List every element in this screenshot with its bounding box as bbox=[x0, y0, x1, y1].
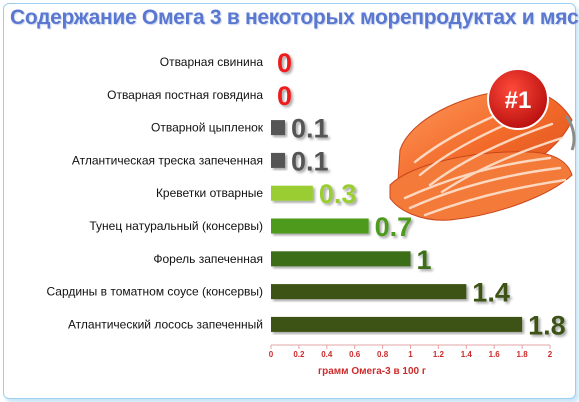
category-label: Сардины в томатном соусе (консервы) bbox=[46, 285, 263, 299]
category-label: Тунец натуральный (консервы) bbox=[89, 219, 263, 233]
category-label: Атлантический лосось запеченный bbox=[68, 317, 263, 331]
bar bbox=[271, 120, 285, 136]
value-label: 0.3 bbox=[319, 179, 357, 209]
x-tick-label: 0.2 bbox=[293, 350, 305, 359]
category-label: Атлантическая треска запеченная bbox=[72, 153, 263, 167]
bar bbox=[271, 152, 285, 168]
value-label: 0.1 bbox=[291, 114, 329, 144]
bar bbox=[271, 316, 523, 332]
bar bbox=[271, 218, 369, 234]
category-label: Форель запеченная bbox=[153, 252, 263, 266]
rank-badge: #1 bbox=[487, 68, 549, 130]
bar bbox=[271, 185, 313, 201]
x-tick-label: 1 bbox=[408, 350, 413, 359]
x-tick-label: 0.8 bbox=[377, 350, 389, 359]
bar bbox=[271, 251, 411, 267]
badge-text: #1 bbox=[505, 87, 532, 114]
category-label: Креветки отварные bbox=[156, 186, 263, 200]
category-label: Отварной цыпленок bbox=[151, 121, 264, 135]
x-tick-label: 2 bbox=[548, 350, 553, 359]
x-tick-label: 1.8 bbox=[517, 350, 529, 359]
chart-title: Содержание Омега 3 в некоторых морепроду… bbox=[10, 6, 579, 29]
category-labels: Отварная свинина Отварная постная говядин… bbox=[46, 55, 263, 331]
value-label: 1 bbox=[417, 245, 432, 275]
x-tick-label: 0 bbox=[269, 350, 274, 359]
bars bbox=[271, 120, 523, 332]
x-axis-ticks: 0 0.2 0.4 0.6 0.8 1 1.2 1.4 1.6 1.8 2 bbox=[269, 345, 553, 359]
x-axis: 0 0.2 0.4 0.6 0.8 1 1.2 1.4 1.6 1.8 2 грамм Омега-… bbox=[269, 344, 553, 377]
category-label: Отварная постная говядина bbox=[107, 88, 263, 102]
x-tick-label: 1.2 bbox=[433, 350, 445, 359]
x-tick-label: 1.6 bbox=[489, 350, 501, 359]
value-label: 0 bbox=[277, 48, 292, 78]
category-label: Отварная свинина bbox=[160, 55, 264, 69]
x-tick-label: 1.4 bbox=[461, 350, 473, 359]
value-label: 1.8 bbox=[528, 310, 566, 340]
x-tick-label: 0.4 bbox=[321, 350, 333, 359]
value-label: 0.1 bbox=[291, 146, 329, 176]
value-label: 1.4 bbox=[472, 278, 510, 308]
x-tick-label: 0.6 bbox=[349, 350, 361, 359]
value-label: 0.7 bbox=[375, 212, 413, 242]
value-label: 0 bbox=[277, 81, 292, 111]
value-labels: 000.10.10.30.711.41.8 bbox=[277, 48, 566, 340]
bar bbox=[271, 284, 467, 300]
x-axis-label: грамм Омега-3 в 100 г bbox=[318, 366, 426, 377]
